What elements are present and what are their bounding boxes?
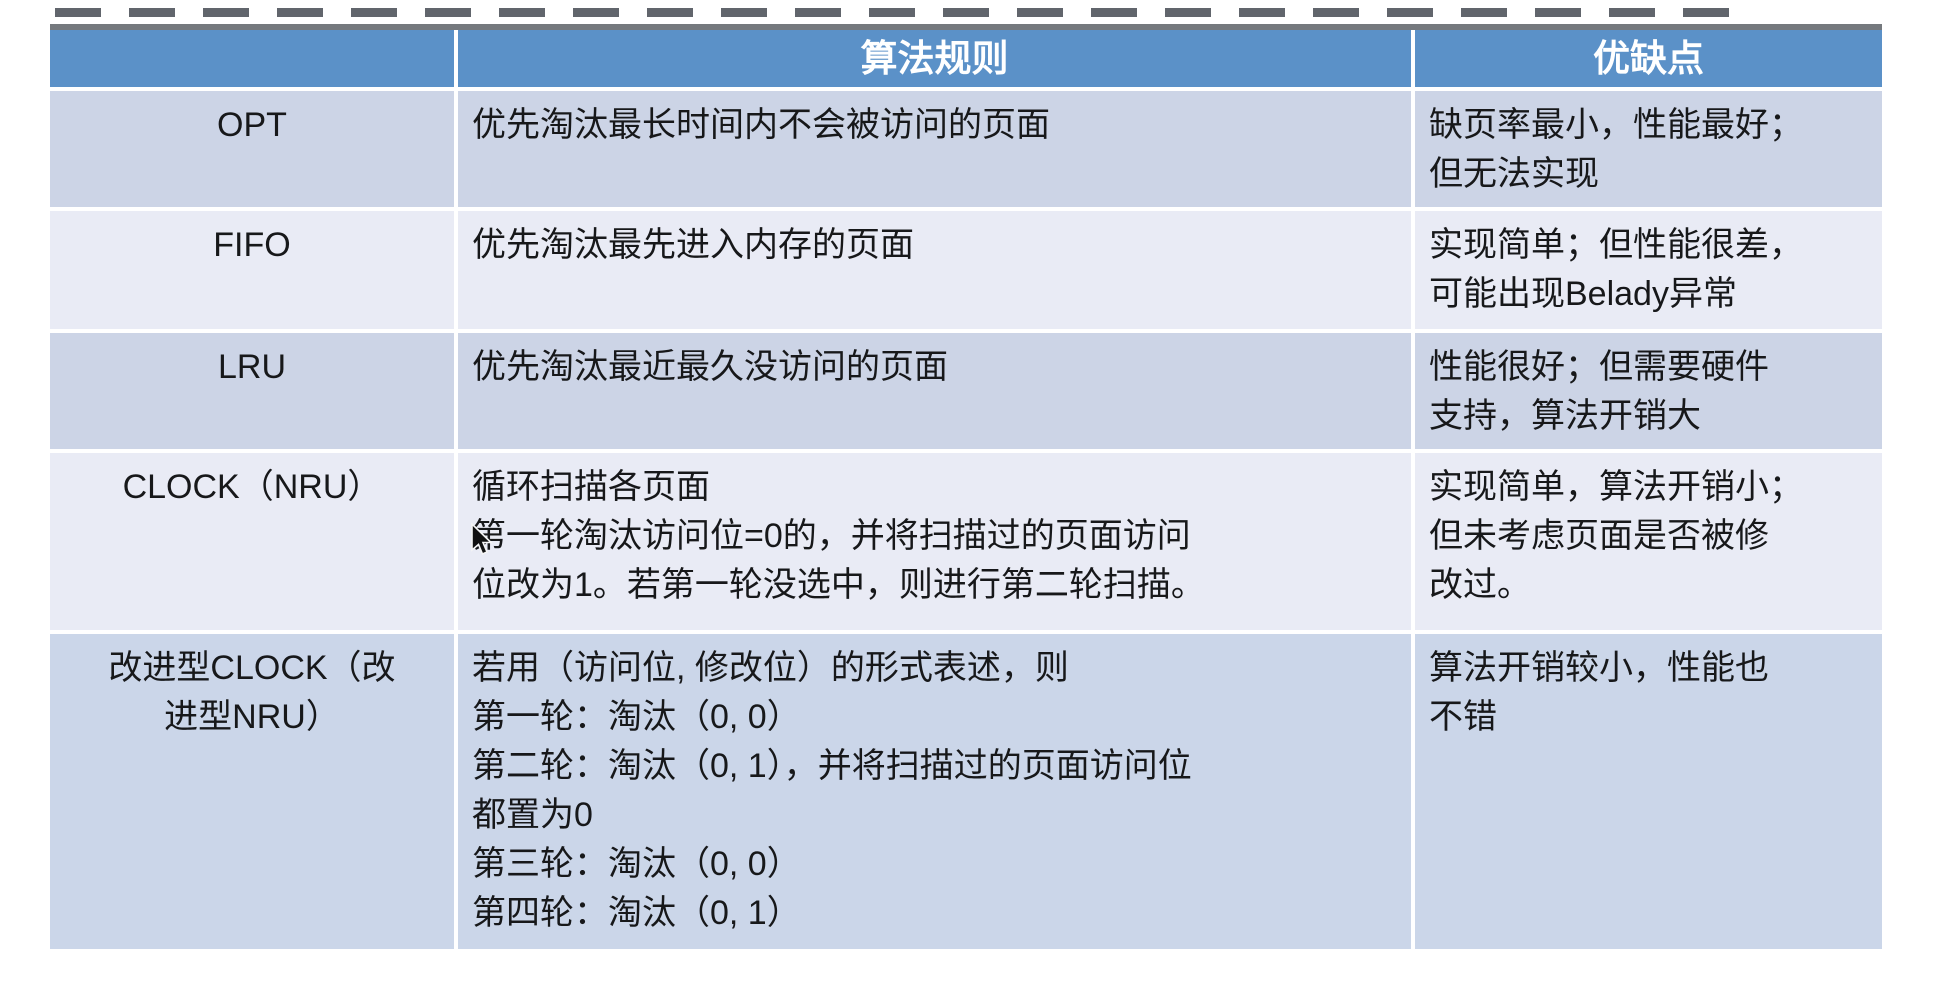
pros-cons-cell: 实现简单，算法开销小； 但未考虑页面是否被修 改过。: [1415, 453, 1882, 630]
header-cell-pros-cons: 优缺点: [1415, 30, 1882, 87]
algorithm-name-cell: LRU: [50, 333, 454, 449]
table-row: CLOCK（NRU） 循环扫描各页面 第一轮淘汰访问位=0的，并将扫描过的页面访…: [50, 453, 1882, 630]
rule-cell: 优先淘汰最先进入内存的页面: [458, 211, 1411, 329]
table-row: FIFO 优先淘汰最先进入内存的页面 实现简单；但性能很差， 可能出现Belad…: [50, 211, 1882, 329]
pros-cons-cell: 缺页率最小，性能最好； 但无法实现: [1415, 91, 1882, 207]
rule-cell: 循环扫描各页面 第一轮淘汰访问位=0的，并将扫描过的页面访问 位改为1。若第一轮…: [458, 453, 1411, 630]
algorithm-name-cell: CLOCK（NRU）: [50, 453, 454, 630]
header-cell-rules: 算法规则: [458, 30, 1411, 87]
clipped-content-artifact-strip: [55, 8, 1755, 17]
page-replacement-algorithms-table: 算法规则 优缺点 OPT 优先淘汰最长时间内不会被访问的页面 缺页率最小，性能最…: [50, 24, 1882, 953]
rule-cell: 若用（访问位, 修改位）的形式表述，则 第一轮：淘汰（0, 0） 第二轮：淘汰（…: [458, 634, 1411, 949]
pros-cons-cell: 算法开销较小，性能也 不错: [1415, 634, 1882, 949]
algorithm-name-cell: OPT: [50, 91, 454, 207]
pros-cons-cell: 性能很好；但需要硬件 支持，算法开销大: [1415, 333, 1882, 449]
pros-cons-cell: 实现简单；但性能很差， 可能出现Belady异常: [1415, 211, 1882, 329]
rule-cell: 优先淘汰最近最久没访问的页面: [458, 333, 1411, 449]
algorithm-name-cell: FIFO: [50, 211, 454, 329]
mouse-cursor-icon: [471, 523, 493, 556]
algorithm-name-cell: 改进型CLOCK（改 进型NRU）: [50, 634, 454, 949]
header-cell-algorithm: [50, 30, 454, 87]
table-row: OPT 优先淘汰最长时间内不会被访问的页面 缺页率最小，性能最好； 但无法实现: [50, 91, 1882, 207]
table-row: LRU 优先淘汰最近最久没访问的页面 性能很好；但需要硬件 支持，算法开销大: [50, 333, 1882, 449]
rule-cell: 优先淘汰最长时间内不会被访问的页面: [458, 91, 1411, 207]
table-header-row: 算法规则 优缺点: [50, 30, 1882, 87]
table-row: 改进型CLOCK（改 进型NRU） 若用（访问位, 修改位）的形式表述，则 第一…: [50, 634, 1882, 949]
